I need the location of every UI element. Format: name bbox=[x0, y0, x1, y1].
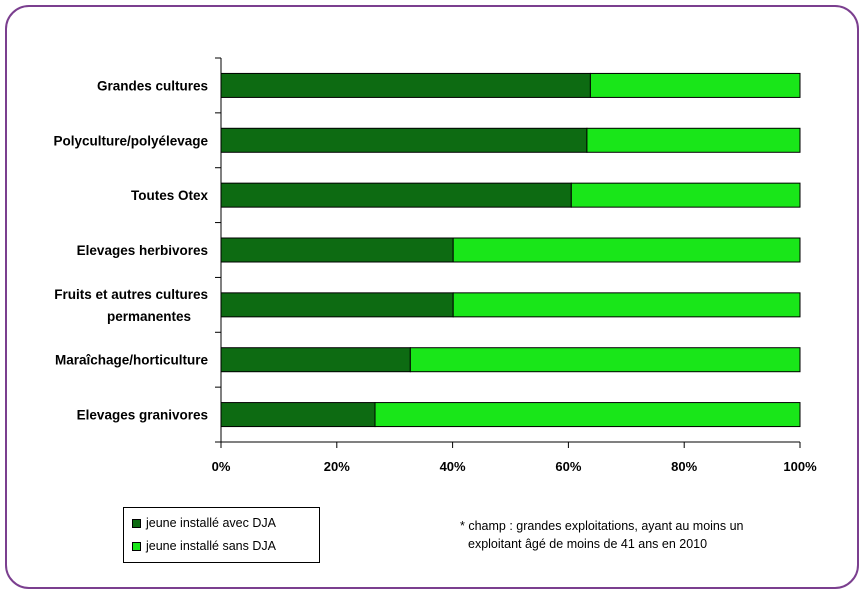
x-tick-labels: 0% 20% 40% 60% 80% 100% bbox=[212, 459, 817, 474]
legend-item-with-dja: jeune installé avec DJA bbox=[132, 516, 276, 530]
bars-layer bbox=[220, 72, 801, 428]
bar-segment-without-dja bbox=[452, 237, 801, 263]
bar-segment-with-dja bbox=[220, 182, 572, 208]
footnote-line-2: exploitant âgé de moins de 41 ans en 201… bbox=[468, 537, 708, 551]
bar-segment-without-dja bbox=[586, 127, 801, 153]
bar-segment-without-dja bbox=[374, 402, 801, 428]
legend: jeune installé avec DJA jeune installé s… bbox=[123, 507, 320, 563]
legend-item-without-dja: jeune installé sans DJA bbox=[132, 539, 276, 553]
legend-label-with-dja: jeune installé avec DJA bbox=[146, 516, 276, 530]
axes-layer bbox=[215, 57, 801, 448]
legend-label-without-dja: jeune installé sans DJA bbox=[146, 539, 276, 553]
legend-swatch-with-dja bbox=[132, 518, 141, 528]
bar-segment-with-dja bbox=[220, 292, 454, 318]
category-label: Grandes cultures bbox=[97, 78, 208, 93]
bar-segment-with-dja bbox=[220, 237, 454, 263]
legend-swatch-without-dja bbox=[132, 541, 141, 551]
footnote: * champ : grandes exploitations, ayant a… bbox=[460, 517, 744, 553]
footnote-line-1: * champ : grandes exploitations, ayant a… bbox=[460, 519, 744, 533]
category-labels: Grandes cultures Polyculture/polyélevage T… bbox=[53, 78, 208, 422]
category-label: Maraîchage/horticulture bbox=[55, 353, 209, 368]
bar-segment-with-dja bbox=[220, 402, 376, 428]
x-tick-label: 0% bbox=[212, 459, 231, 474]
category-label: Elevages granivores bbox=[77, 408, 208, 423]
bar-segment-without-dja bbox=[589, 72, 801, 98]
category-label: Fruits et autres cultures permanentes bbox=[54, 287, 208, 324]
x-tick-label: 80% bbox=[671, 459, 697, 474]
x-tick-label: 20% bbox=[324, 459, 350, 474]
category-label: Toutes Otex bbox=[131, 188, 209, 203]
bar-segment-with-dja bbox=[220, 127, 588, 153]
bar-segment-without-dja bbox=[570, 182, 801, 208]
bar-segment-with-dja bbox=[220, 347, 411, 373]
bar-segment-with-dja bbox=[220, 72, 591, 98]
bar-segment-without-dja bbox=[409, 347, 801, 373]
x-tick-label: 40% bbox=[440, 459, 466, 474]
x-tick-label: 100% bbox=[783, 459, 817, 474]
x-tick-label: 60% bbox=[555, 459, 581, 474]
category-label: Elevages herbivores bbox=[77, 243, 208, 258]
bar-segment-without-dja bbox=[452, 292, 801, 318]
category-label: Polyculture/polyélevage bbox=[53, 133, 208, 148]
